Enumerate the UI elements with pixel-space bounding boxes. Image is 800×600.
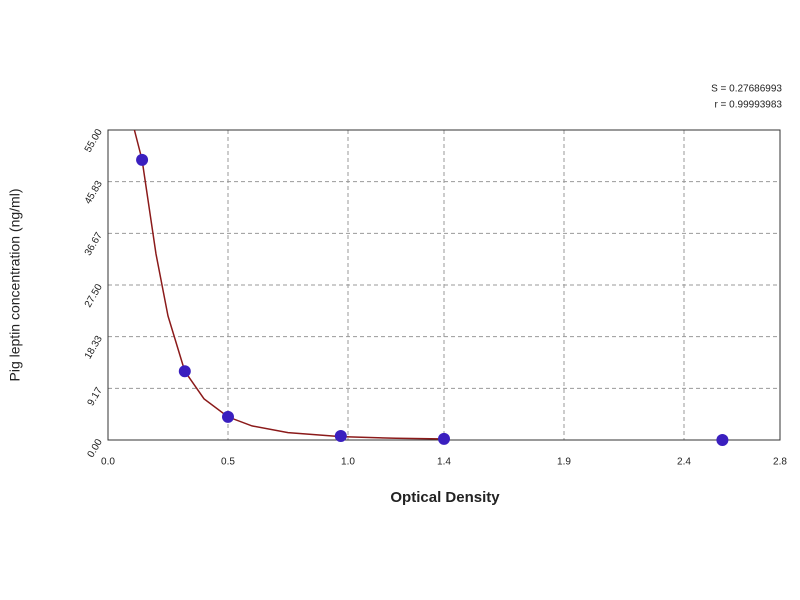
annotation: S = 0.27686993	[711, 84, 782, 95]
x-tick-label: 1.0	[341, 457, 355, 468]
y-axis-label: Pig leptin concentration (ng/ml)	[7, 189, 23, 382]
data-point	[334, 430, 347, 443]
x-tick-label: 1.4	[437, 457, 451, 468]
annotation: r = 0.99993983	[714, 100, 782, 111]
fit-curve	[133, 130, 440, 440]
x-tick-label: 1.9	[557, 457, 571, 468]
x-tick-label: 0.5	[221, 457, 235, 468]
data-point	[716, 434, 729, 446]
x-tick-label: 0.0	[101, 457, 115, 468]
x-tick-label: 2.4	[677, 457, 691, 468]
data-point	[136, 153, 149, 166]
x-axis-label: Optical Density	[390, 489, 500, 506]
data-point	[178, 365, 191, 378]
data-point	[438, 432, 450, 445]
x-tick-label: 2.8	[773, 457, 787, 468]
data-point	[222, 410, 234, 423]
plot-area	[133, 130, 440, 440]
